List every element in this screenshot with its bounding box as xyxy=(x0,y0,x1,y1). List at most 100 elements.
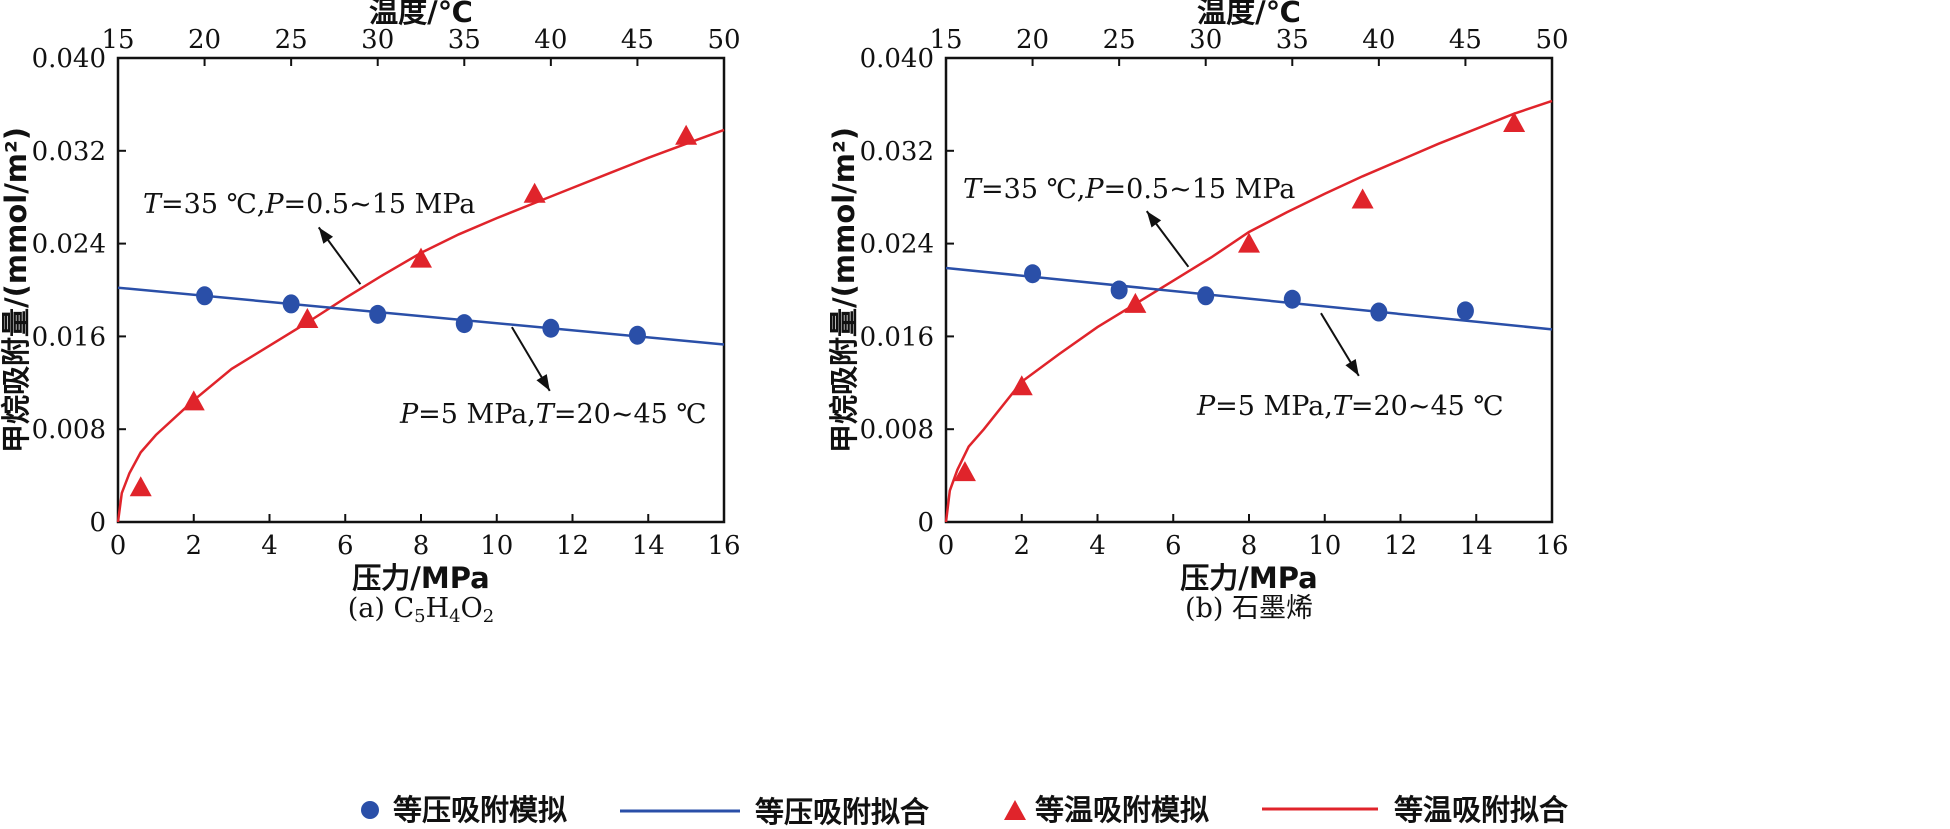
panel-caption: (a) C5H4O2 xyxy=(348,593,494,627)
legend-isobaric-fit-label: 等压吸附拟合 xyxy=(755,795,929,829)
x2-tick-label: 20 xyxy=(188,25,221,55)
isobaric-fit-line xyxy=(117,286,725,346)
x2-tick-label: 45 xyxy=(621,25,654,55)
x-tick-label: 2 xyxy=(185,531,202,561)
x2-tick-label: 30 xyxy=(1189,25,1222,55)
y-axis-label: 甲烷吸附量/(mmol/m²) xyxy=(827,127,861,453)
x-tick-label: 0 xyxy=(938,531,955,561)
y-tick-label: 0.040 xyxy=(860,44,934,74)
x-axis-label: 压力/MPa xyxy=(1180,561,1318,595)
x-axis-label: 压力/MPa xyxy=(352,561,490,595)
arrow-isothermal-head xyxy=(1146,211,1162,228)
x-tick-label: 4 xyxy=(261,531,278,561)
legend-isothermal-sim-label: 等温吸附模拟 xyxy=(1035,793,1209,827)
isothermal-sim-point xyxy=(296,308,319,328)
panel-caption: (b) 石墨烯 xyxy=(1185,593,1313,624)
x-tick-label: 8 xyxy=(413,531,430,561)
x-tick-label: 10 xyxy=(480,531,513,561)
annotation-isobaric: P=5 MPa,T=20~45 ℃ xyxy=(399,399,707,430)
isobaric-fit-line xyxy=(945,266,1553,331)
x-tick-label: 0 xyxy=(110,531,127,561)
isobaric-sim-point xyxy=(369,304,387,324)
y-tick-label: 0 xyxy=(917,508,934,538)
isobaric-sim-point xyxy=(1110,280,1128,300)
y-tick-label: 0.040 xyxy=(32,44,106,74)
isobaric-sim-point xyxy=(1197,286,1215,306)
legend-isothermal-fit-label: 等温吸附拟合 xyxy=(1394,793,1568,827)
annotation-isothermal: T=35 ℃,P=0.5~15 MPa xyxy=(963,174,1295,205)
isobaric-sim-point xyxy=(1283,289,1301,309)
x-tick-label: 8 xyxy=(1241,531,1258,561)
x2-tick-label: 40 xyxy=(534,25,567,55)
isobaric-sim-point xyxy=(1456,301,1474,321)
isothermal-sim-point xyxy=(675,124,698,145)
x-tick-label: 14 xyxy=(632,531,665,561)
isothermal-sim-point xyxy=(1351,188,1374,209)
isobaric-sim-point xyxy=(1370,302,1388,322)
y-tick-label: 0.032 xyxy=(32,137,106,167)
panel-b: 0 2 4 6 8 10 12 14 16 15 20 25 30 35 40 45 50 0 0.008 0.016… xyxy=(827,0,1569,624)
y-tick-label: 0.008 xyxy=(32,415,106,445)
y-tick-label: 0.016 xyxy=(860,322,934,352)
x2-tick-label: 30 xyxy=(361,25,394,55)
isothermal-sim-point xyxy=(1503,111,1526,132)
isothermal-sim-point xyxy=(1124,292,1147,313)
isothermal-sim-point xyxy=(1010,375,1033,396)
x2-axis-label: 温度/℃ xyxy=(1197,0,1301,29)
x2-tick-label: 50 xyxy=(1535,25,1568,55)
isobaric-sim-point xyxy=(628,325,646,345)
x-tick-label: 14 xyxy=(1460,531,1493,561)
x-tick-label: 12 xyxy=(556,531,589,561)
isothermal-sim-point xyxy=(1238,232,1260,253)
x-tick-label: 16 xyxy=(707,531,740,561)
arrow-isobaric-head xyxy=(1345,359,1359,376)
x2-tick-label: 40 xyxy=(1362,25,1395,55)
y-tick-label: 0.024 xyxy=(32,230,106,260)
legend-isothermal-sim-marker xyxy=(1004,800,1026,820)
annotation-isothermal: T=35 ℃,P=0.5~15 MPa xyxy=(143,189,475,220)
isothermal-fit-line xyxy=(116,128,725,523)
x2-tick-label: 35 xyxy=(448,25,481,55)
y-tick-label: 0.016 xyxy=(32,322,106,352)
isothermal-sim-point xyxy=(182,390,205,411)
y-axis-label: 甲烷吸附量/(mmol/m²) xyxy=(0,127,33,453)
x-tick-label: 12 xyxy=(1384,531,1417,561)
x-tick-label: 16 xyxy=(1535,531,1568,561)
x-tick-label: 6 xyxy=(1165,531,1182,561)
isobaric-sim-point xyxy=(282,294,300,314)
annotation-isobaric: P=5 MPa,T=20~45 ℃ xyxy=(1196,391,1504,422)
panel-a: 0 2 4 6 8 10 12 14 16 15 20 25 30 35 40 45 50 0 0.008 0.016… xyxy=(0,0,741,627)
x2-tick-label: 20 xyxy=(1016,25,1049,55)
isothermal-sim-point xyxy=(523,182,546,203)
arrow-isothermal-head xyxy=(318,227,334,244)
y-tick-label: 0 xyxy=(89,508,106,538)
x-tick-label: 4 xyxy=(1089,531,1106,561)
isothermal-sim-point xyxy=(129,476,152,497)
x2-tick-label: 45 xyxy=(1449,25,1482,55)
x2-axis-label: 温度/℃ xyxy=(369,0,473,29)
isobaric-sim-point xyxy=(1024,264,1042,284)
isothermal-sim-point xyxy=(953,461,976,482)
x-tick-label: 2 xyxy=(1013,531,1030,561)
isobaric-sim-point xyxy=(455,314,473,334)
legend: 等压吸附模拟 等压吸附拟合 等温吸附模拟 等温吸附拟合 xyxy=(361,793,1568,829)
x2-tick-label: 25 xyxy=(275,25,308,55)
y-tick-label: 0.008 xyxy=(860,415,934,445)
y-tick-label: 0.032 xyxy=(860,137,934,167)
x-tick-label: 10 xyxy=(1308,531,1341,561)
isobaric-sim-point xyxy=(542,318,560,338)
legend-isobaric-sim-label: 等压吸附模拟 xyxy=(393,793,567,827)
y-tick-label: 0.024 xyxy=(860,230,934,260)
x-tick-label: 6 xyxy=(337,531,354,561)
plot-frame xyxy=(944,56,1554,524)
x2-tick-label: 25 xyxy=(1103,25,1136,55)
isobaric-sim-point xyxy=(196,286,214,306)
isothermal-fit-line xyxy=(944,99,1553,523)
x2-tick-label: 15 xyxy=(929,25,962,55)
x2-tick-label: 50 xyxy=(707,25,740,55)
x2-tick-label: 15 xyxy=(101,25,134,55)
legend-isobaric-sim-marker xyxy=(361,801,379,819)
isothermal-sim-point xyxy=(410,247,432,268)
x2-tick-label: 35 xyxy=(1276,25,1309,55)
